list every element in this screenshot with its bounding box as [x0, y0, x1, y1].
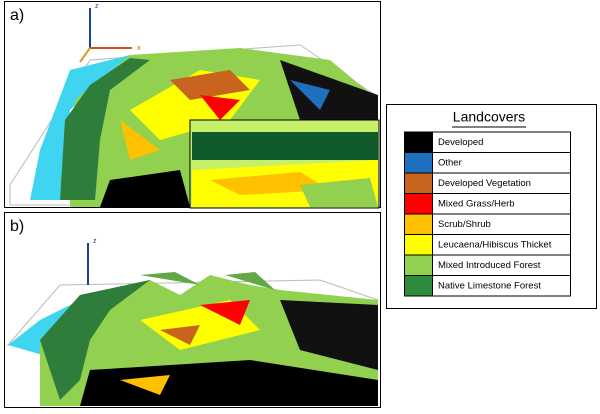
panel-a — [4, 1, 381, 209]
grass — [200, 300, 250, 325]
dev-veg — [160, 325, 200, 345]
legend-swatch — [404, 193, 433, 215]
legend-title: Landcovers — [453, 109, 525, 125]
grass — [200, 95, 240, 120]
panel-label: a) — [10, 7, 24, 24]
developed — [80, 360, 378, 406]
ridge — [225, 272, 275, 290]
inset-forest — [300, 178, 378, 207]
developed — [280, 300, 378, 370]
axis-label: z — [95, 3, 99, 10]
inset-scrub — [210, 172, 330, 195]
legend-label: Native Limestone Forest — [438, 281, 541, 292]
developed — [100, 170, 190, 207]
legend-label: Leucaena/Hibiscus Thicket — [438, 240, 552, 251]
axis-label: z — [93, 238, 97, 245]
legend: Landcovers Developed Other Developed Vegeta… — [386, 104, 597, 309]
water — [30, 55, 130, 200]
other — [290, 80, 330, 110]
legend-label: Mixed Grass/Herb — [438, 199, 515, 210]
dev-veg — [170, 70, 250, 100]
cliff-forest — [40, 280, 150, 400]
legend-swatch — [404, 172, 433, 194]
legend-label: Developed — [438, 137, 483, 148]
inset-cliff — [192, 132, 378, 160]
scrub — [120, 120, 160, 160]
legend-swatch — [404, 254, 433, 276]
legend-swatch — [404, 275, 433, 297]
cliff-forest — [60, 58, 150, 200]
legend-swatch — [404, 152, 433, 174]
y-axis — [79, 47, 91, 63]
legend-label: Developed Vegetation — [438, 178, 531, 189]
panel-label: b) — [10, 218, 24, 235]
legend-label: Other — [438, 158, 462, 169]
legend-label: Mixed Introduced Forest — [438, 260, 541, 271]
legend-cell — [432, 275, 571, 297]
ridge — [140, 272, 200, 285]
legend-swatch — [404, 131, 433, 153]
panel-b — [4, 212, 381, 408]
legend-swatch — [404, 213, 433, 235]
scrub — [120, 375, 170, 395]
axis-label: x — [137, 45, 141, 52]
legend-swatch — [404, 234, 433, 256]
legend-label: Scrub/Shrub — [438, 219, 491, 230]
